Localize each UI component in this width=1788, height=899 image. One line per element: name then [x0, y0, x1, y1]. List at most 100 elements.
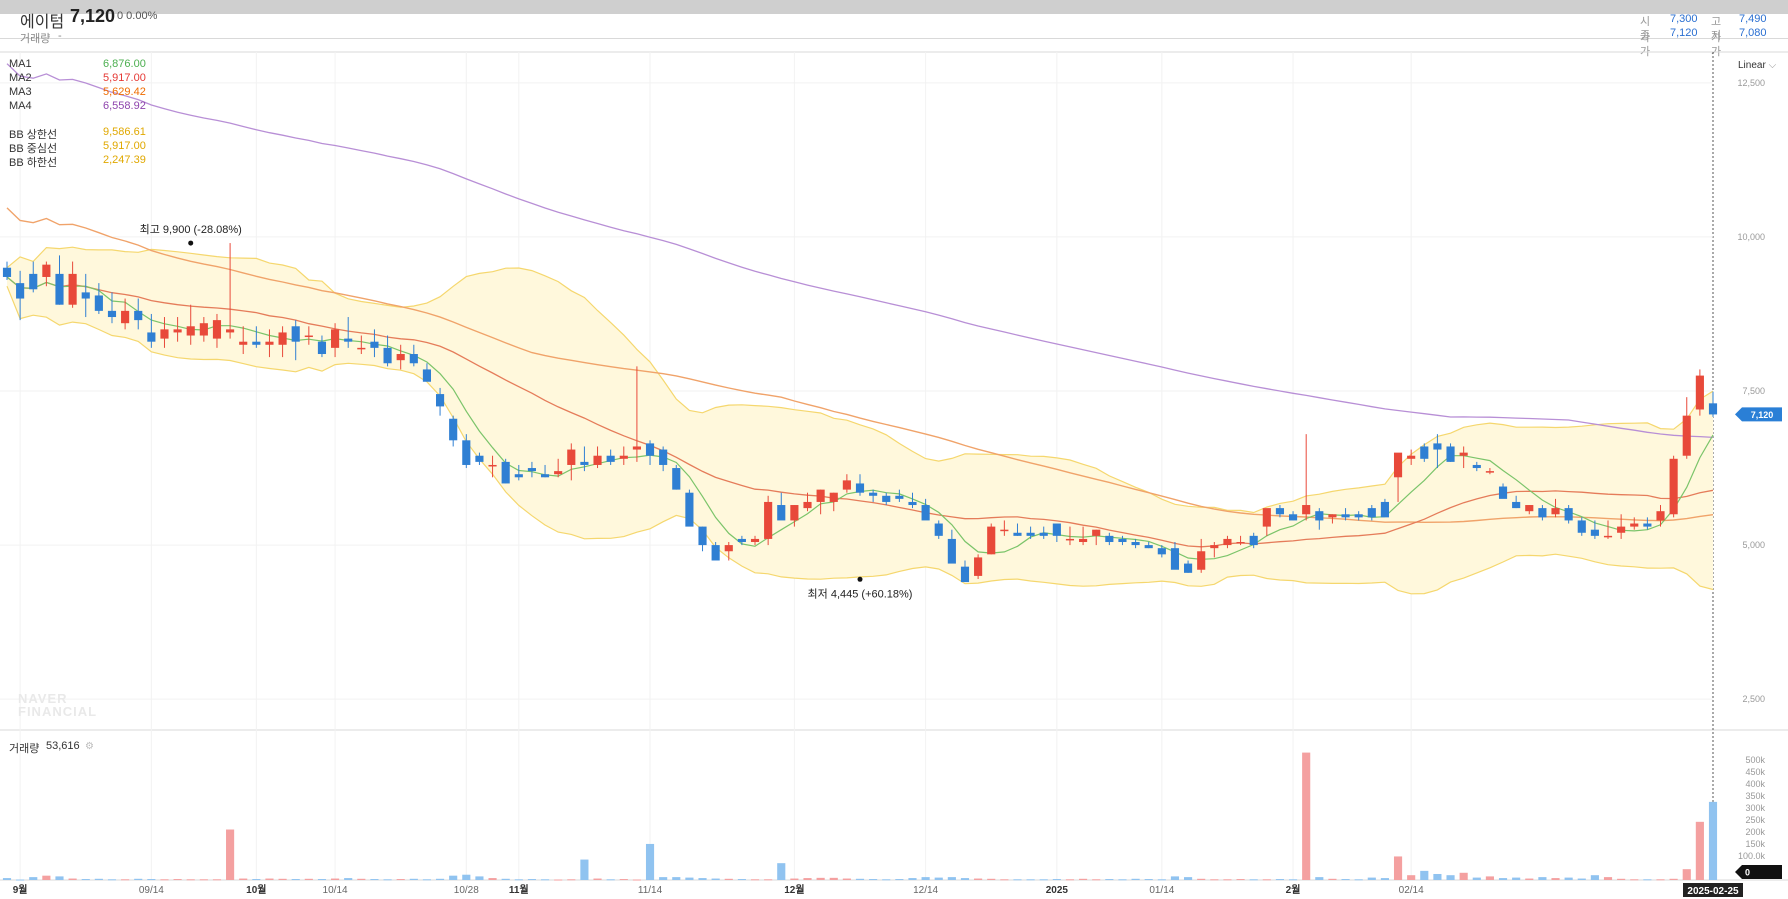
volume-bar	[357, 878, 366, 880]
candle-body	[68, 273, 77, 305]
volume-bar	[1669, 878, 1678, 880]
volume-bar	[554, 879, 563, 881]
volume-bar	[855, 878, 865, 880]
candle-body	[1393, 452, 1403, 478]
candle-body	[1538, 508, 1547, 518]
volume-bar	[1328, 878, 1337, 880]
candle-body	[1485, 471, 1494, 473]
volume-bar	[449, 875, 458, 880]
legend-ma1: MA1 6,876.00	[9, 58, 146, 70]
volume-bar	[632, 879, 641, 881]
candle-body	[987, 526, 996, 555]
candle-body	[619, 455, 628, 459]
volume-bar	[1065, 879, 1075, 881]
candle-body	[711, 545, 720, 561]
volume-bar	[777, 863, 786, 880]
candle-body	[370, 341, 379, 348]
volume-bar	[1013, 879, 1022, 881]
header-volume-label: 거래량	[20, 33, 51, 45]
volume-bar	[2, 878, 12, 880]
volume-bar	[488, 878, 497, 880]
volume-bar	[396, 879, 405, 881]
volume-bar	[737, 879, 746, 881]
candle-body	[1013, 532, 1022, 536]
volume-bar	[1275, 879, 1285, 881]
candle-body	[869, 492, 878, 496]
scale-mode-button[interactable]: Linear ⌵	[1738, 60, 1777, 71]
volume-bar	[134, 878, 143, 880]
date-tick-label: 11월	[509, 884, 529, 896]
volume-bar	[540, 879, 550, 881]
volume-bar	[1118, 879, 1127, 881]
volume-bar	[55, 876, 64, 880]
volume-bar	[750, 879, 760, 881]
volume-bar	[173, 879, 182, 881]
candle-body	[685, 492, 694, 527]
volume-bar	[1262, 879, 1271, 881]
candle-body	[829, 492, 838, 502]
candle-body	[1459, 452, 1468, 456]
volume-bar	[107, 879, 117, 881]
volume-bar	[1367, 877, 1376, 880]
price-tick-label: 2,500	[1742, 694, 1765, 704]
volume-bar	[501, 878, 510, 880]
ma4-line	[6, 63, 1714, 439]
candle-body	[1210, 545, 1219, 549]
volume-bar	[514, 879, 523, 881]
volume-bar	[199, 879, 208, 881]
volume-bar	[829, 877, 838, 880]
candle-body	[540, 474, 550, 478]
candle-body	[567, 449, 576, 465]
price-tick-label: 12,500	[1737, 78, 1765, 88]
candle-body	[1341, 514, 1350, 518]
volume-bar	[527, 879, 536, 881]
candle-body	[422, 369, 432, 382]
candle-body	[265, 341, 274, 345]
candle-body	[1315, 511, 1324, 521]
volume-bar	[1393, 856, 1403, 880]
candle-body	[1288, 514, 1298, 521]
date-tick-label: 10/14	[323, 885, 348, 896]
candle-body	[1039, 532, 1048, 536]
volume-bar	[1354, 879, 1363, 881]
candle-body	[1354, 514, 1363, 518]
candle-body	[134, 310, 143, 321]
candle-body	[1656, 511, 1665, 521]
date-tick-label: 11/14	[638, 885, 663, 896]
candle-body	[724, 545, 733, 552]
volume-bar	[226, 829, 235, 880]
volume-bar	[1656, 879, 1665, 881]
candle-body	[212, 320, 222, 339]
candle-body	[1643, 523, 1652, 527]
current-price-tag	[1735, 407, 1782, 422]
volume-tick-label: 350k	[1745, 791, 1765, 801]
candle-body	[1512, 501, 1521, 509]
date-tick-label: 2월	[1286, 884, 1301, 896]
candle-body	[1695, 375, 1704, 410]
volume-bar	[331, 878, 340, 880]
candle-body	[1367, 508, 1376, 518]
settings-icon[interactable]: ⚙	[85, 741, 94, 752]
candle-body	[1236, 542, 1245, 544]
candle-body	[698, 526, 707, 546]
date-tick-label: 10월	[246, 884, 266, 896]
candle-body	[121, 310, 130, 324]
candle-body	[1525, 505, 1534, 512]
volume-panel-label: 거래량	[9, 743, 40, 755]
volume-bar	[1446, 875, 1455, 880]
volume-bar	[1459, 872, 1468, 880]
candle-body	[527, 468, 536, 472]
volume-bar	[1525, 878, 1534, 880]
candle-body	[1551, 508, 1560, 515]
legend-bb-upper: BB 상한선 9,586.61	[9, 126, 146, 141]
volume-bar	[1249, 879, 1258, 881]
candle-body	[514, 474, 523, 478]
volume-bar	[1643, 879, 1652, 881]
candle-body	[632, 446, 641, 450]
candle-body	[764, 501, 773, 539]
volume-bar	[724, 878, 733, 880]
candle-body	[960, 566, 970, 583]
legend-ma3: MA3 5,629.42	[9, 86, 146, 98]
volume-bar	[121, 879, 130, 881]
